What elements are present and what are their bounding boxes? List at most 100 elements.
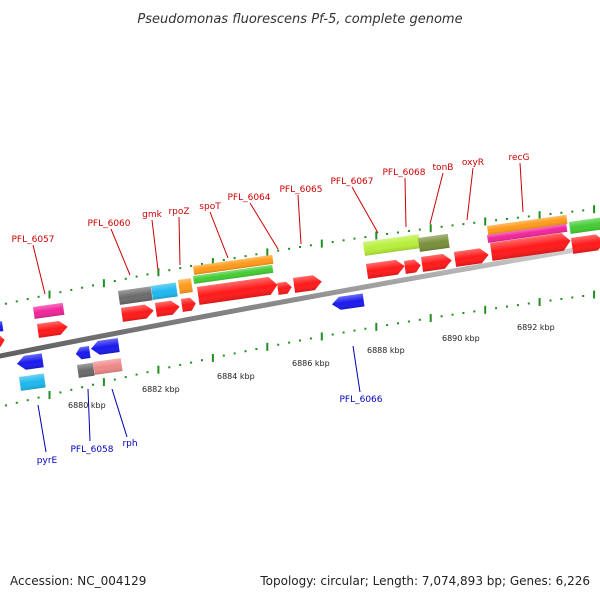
gene-feature[interactable]	[93, 358, 123, 375]
tick-mark	[81, 386, 84, 389]
gene-feature[interactable]	[331, 293, 365, 311]
gene-label[interactable]: PFL_6066	[339, 395, 382, 405]
tick-mark	[516, 304, 519, 307]
kbp-label: 6884 kbp	[217, 372, 255, 381]
tick-mark	[440, 315, 443, 318]
gene-label[interactable]: PFL_6065	[279, 185, 322, 195]
tick-mark	[549, 299, 552, 302]
tick-mark	[418, 318, 421, 321]
tick-mark	[59, 391, 62, 394]
tick-mark	[506, 217, 508, 220]
genome-info-text: Topology: circular; Length: 7,074,893 bp…	[259, 574, 590, 588]
gene-label[interactable]: rpoZ	[168, 207, 189, 217]
gene-label[interactable]: rph	[122, 439, 137, 449]
gene-feature[interactable]	[363, 234, 421, 256]
gene-feature[interactable]	[0, 321, 4, 332]
tick-mark	[266, 342, 269, 351]
gene-feature[interactable]	[193, 254, 274, 275]
tick-mark	[48, 290, 51, 299]
tick-mark	[190, 265, 193, 267]
gene-feature[interactable]	[569, 217, 600, 234]
gene-feature[interactable]	[33, 302, 65, 319]
tick-mark	[113, 378, 116, 381]
tick-mark	[277, 249, 280, 252]
gene-feature[interactable]	[421, 253, 453, 272]
tick-mark	[124, 376, 127, 379]
tick-mark	[70, 388, 73, 391]
gene-label[interactable]: PFL_6057	[11, 235, 54, 245]
gene-label[interactable]: tonB	[433, 163, 454, 173]
tick-mark	[233, 257, 236, 260]
gene-feature[interactable]	[155, 300, 181, 317]
tick-mark	[102, 279, 105, 288]
tick-mark	[146, 273, 149, 276]
tick-mark	[309, 244, 312, 247]
tick-mark	[244, 255, 247, 258]
tick-mark	[4, 404, 7, 407]
gene-label[interactable]: recG	[509, 153, 530, 163]
gene-feature[interactable]	[571, 233, 600, 254]
tick-mark	[538, 211, 541, 220]
gene-feature[interactable]	[366, 259, 406, 279]
tick-mark	[81, 286, 84, 289]
tick-mark	[484, 217, 487, 226]
tick-mark	[320, 332, 323, 341]
gene-feature[interactable]	[454, 247, 490, 267]
tick-mark	[277, 343, 280, 346]
tick-mark	[168, 366, 171, 369]
gene-feature[interactable]	[75, 346, 91, 360]
gene-label[interactable]: spoT	[199, 202, 221, 212]
tick-mark	[506, 305, 508, 308]
tick-mark	[244, 350, 247, 353]
kbp-label: 6886 kbp	[292, 359, 330, 368]
gene-feature[interactable]	[37, 320, 69, 338]
tick-mark	[48, 391, 51, 399]
gene-feature[interactable]	[487, 223, 568, 243]
gene-label[interactable]: gmk	[142, 210, 162, 220]
gene-feature[interactable]	[418, 233, 450, 252]
tick-mark	[157, 365, 160, 374]
gene-feature[interactable]	[151, 282, 178, 300]
gene-label[interactable]: PFL_6060	[87, 219, 130, 229]
tick-mark	[440, 225, 443, 228]
map-title: Pseudomonas fluorescens Pf-5, complete g…	[137, 12, 462, 27]
gene-feature[interactable]	[404, 259, 422, 274]
tick-mark	[266, 248, 269, 257]
gene-feature[interactable]	[16, 353, 44, 370]
gene-feature[interactable]	[193, 264, 274, 284]
gene-label[interactable]: PFL_6068	[382, 168, 425, 178]
gene-feature[interactable]	[121, 304, 155, 322]
gene-feature[interactable]	[197, 276, 279, 305]
gene-feature[interactable]	[178, 278, 193, 294]
gene-feature[interactable]	[19, 373, 46, 391]
gene-label[interactable]: PFL_6067	[330, 177, 373, 187]
gene-feature[interactable]	[90, 338, 120, 356]
gene-feature[interactable]	[293, 274, 323, 293]
tick-mark	[288, 341, 291, 344]
tick-mark	[462, 223, 465, 226]
tick-mark	[135, 373, 138, 376]
tick-mark	[593, 205, 596, 214]
kbp-labels: 6880 kbp 6882 kbp 6884 kbp 6886 kbp 6888…	[68, 323, 555, 410]
tick-mark	[233, 352, 236, 355]
tick-mark	[375, 231, 378, 240]
gene-label[interactable]: pyrE	[37, 456, 58, 466]
tick-mark	[342, 239, 345, 242]
tick-mark	[15, 401, 18, 404]
gene-feature[interactable]	[277, 281, 293, 295]
gene-feature[interactable]	[77, 362, 95, 378]
gene-feature[interactable]	[118, 286, 153, 305]
gene-label[interactable]: PFL_6058	[70, 445, 113, 455]
gene-feature[interactable]	[181, 297, 197, 312]
tick-mark	[211, 353, 214, 362]
tick-mark	[364, 327, 367, 330]
gene-feature[interactable]	[487, 214, 568, 235]
gene-feature[interactable]	[490, 232, 572, 261]
gene-feature[interactable]	[0, 334, 6, 348]
tick-mark	[473, 221, 476, 224]
tick-mark	[146, 371, 149, 374]
gene-label[interactable]: PFL_6064	[227, 193, 270, 203]
kbp-label: 6880 kbp	[68, 401, 106, 410]
gene-label[interactable]: oxyR	[462, 158, 484, 168]
